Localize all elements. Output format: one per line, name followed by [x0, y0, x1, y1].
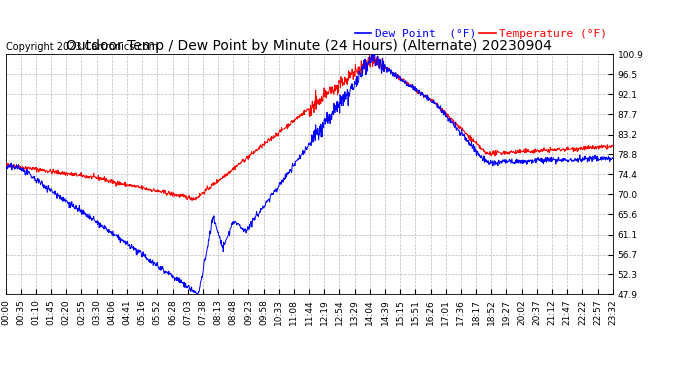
Title: Outdoor Temp / Dew Point by Minute (24 Hours) (Alternate) 20230904: Outdoor Temp / Dew Point by Minute (24 H…	[66, 39, 552, 53]
Text: Copyright 2023 Cartronics.com: Copyright 2023 Cartronics.com	[6, 42, 157, 52]
Legend: Dew Point  (°F), Temperature (°F): Dew Point (°F), Temperature (°F)	[355, 29, 607, 39]
